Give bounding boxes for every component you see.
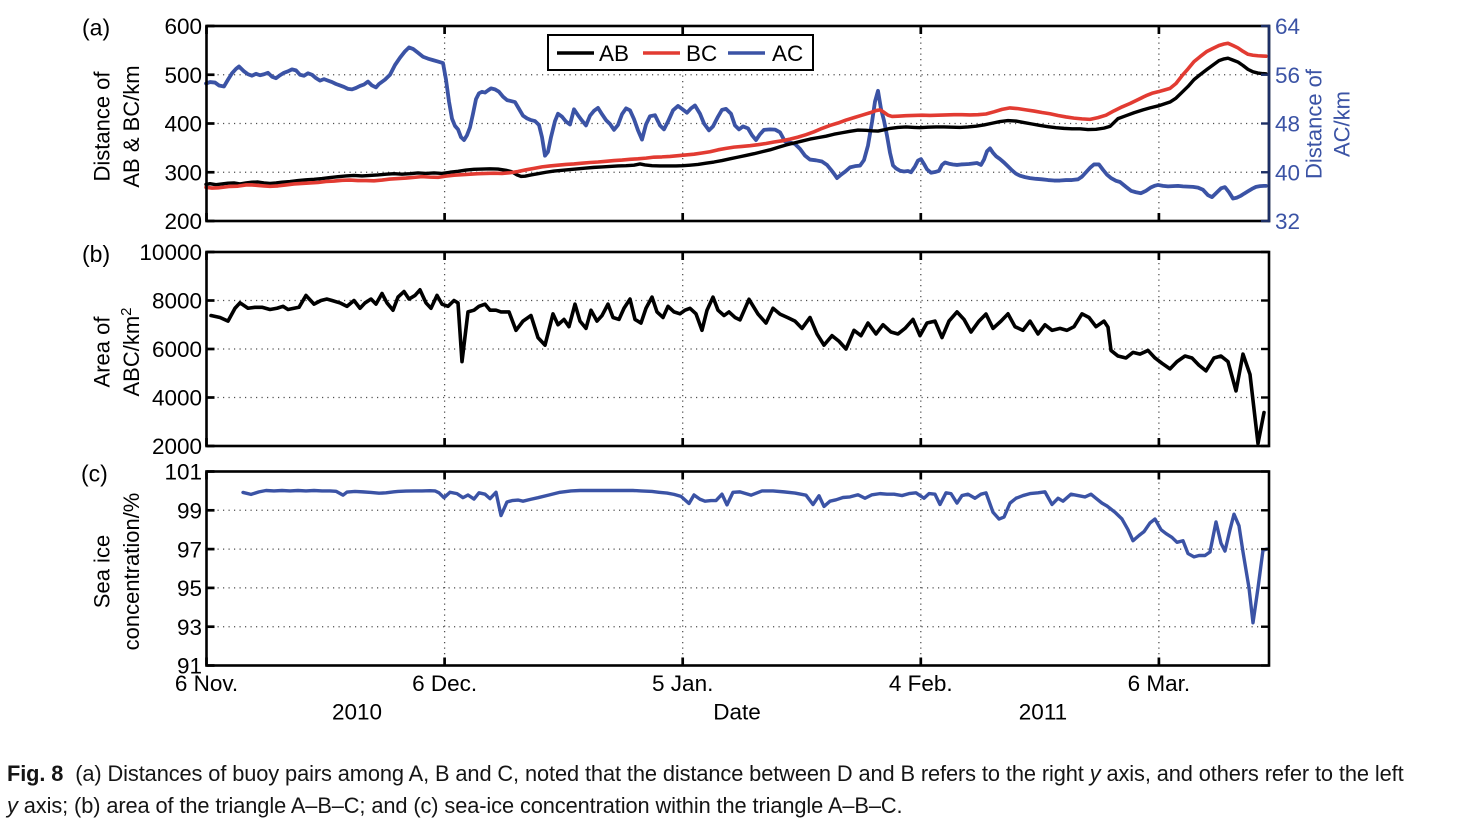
svg-text:concentration/%: concentration/% (119, 493, 144, 651)
svg-text:200: 200 (164, 209, 202, 234)
svg-text:97: 97 (177, 537, 202, 562)
svg-text:AC/km: AC/km (1330, 91, 1355, 157)
svg-text:8000: 8000 (152, 289, 202, 314)
svg-text:6 Mar.: 6 Mar. (1128, 671, 1191, 696)
svg-text:93: 93 (177, 615, 202, 640)
svg-text:48: 48 (1275, 112, 1300, 137)
svg-text:5 Jan.: 5 Jan. (652, 671, 713, 696)
svg-text:(c): (c) (81, 461, 108, 487)
svg-text:500: 500 (164, 63, 202, 88)
svg-text:56: 56 (1275, 63, 1300, 88)
svg-text:AC: AC (772, 41, 803, 66)
svg-text:101: 101 (164, 460, 202, 485)
svg-text:4000: 4000 (152, 386, 202, 411)
svg-text:6 Nov.: 6 Nov. (175, 671, 238, 696)
svg-text:91: 91 (177, 654, 202, 679)
svg-text:BC: BC (686, 41, 717, 66)
svg-text:95: 95 (177, 576, 202, 601)
svg-text:(b): (b) (82, 241, 110, 267)
svg-text:AB: AB (599, 41, 629, 66)
svg-text:Distance of: Distance of (90, 71, 115, 182)
svg-text:64: 64 (1275, 14, 1300, 39)
svg-text:2011: 2011 (1019, 700, 1067, 725)
svg-text:99: 99 (177, 499, 202, 524)
svg-text:2010: 2010 (332, 700, 382, 725)
svg-text:AB & BC/km: AB & BC/km (119, 65, 144, 187)
svg-text:6 Dec.: 6 Dec. (412, 671, 477, 696)
svg-text:(a): (a) (82, 15, 110, 41)
svg-text:6000: 6000 (152, 337, 202, 362)
svg-text:400: 400 (164, 112, 202, 137)
svg-text:300: 300 (164, 160, 202, 185)
svg-text:2000: 2000 (152, 434, 202, 459)
svg-text:Sea ice: Sea ice (90, 535, 115, 608)
svg-text:Area of: Area of (90, 316, 115, 388)
svg-text:Distance of: Distance of (1302, 68, 1327, 179)
svg-text:4 Feb.: 4 Feb. (889, 671, 953, 696)
svg-text:40: 40 (1275, 160, 1300, 185)
svg-text:ABC/km2: ABC/km2 (118, 307, 145, 396)
svg-text:600: 600 (164, 14, 202, 39)
svg-text:32: 32 (1275, 209, 1300, 234)
svg-text:Date: Date (713, 700, 761, 725)
svg-text:10000: 10000 (139, 240, 202, 265)
